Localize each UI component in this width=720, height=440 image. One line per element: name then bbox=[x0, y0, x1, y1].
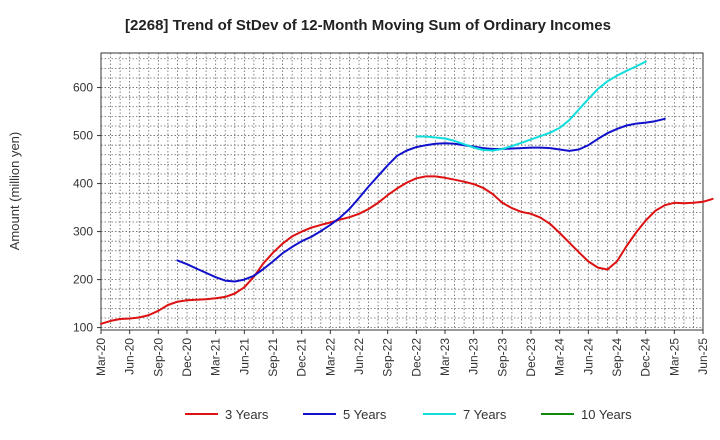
x-tick-label: Mar-23 bbox=[438, 338, 452, 376]
x-tick-label: Mar-20 bbox=[94, 338, 108, 376]
series-line-5-years bbox=[176, 117, 666, 283]
x-tick-label: Dec-21 bbox=[295, 338, 309, 377]
x-tick-label: Jun-21 bbox=[237, 338, 251, 375]
x-tick-label: Dec-23 bbox=[524, 338, 538, 377]
legend-label-10-years: 10 Years bbox=[581, 407, 632, 422]
x-tick-label: Mar-22 bbox=[323, 338, 337, 376]
y-tick-label: 400 bbox=[73, 177, 93, 191]
plot-area: 100 200 300 400 500 600 Mar-20 Jun-20 Sep-20 Dec-… bbox=[73, 52, 714, 377]
y-tick-label: 300 bbox=[73, 225, 93, 239]
x-tick-label: Mar-25 bbox=[667, 338, 681, 376]
x-tick-label: Jun-22 bbox=[352, 338, 366, 375]
x-tick-label: Dec-22 bbox=[409, 338, 423, 377]
x-tick-label: Mar-24 bbox=[553, 338, 567, 376]
chart-title: [2268] Trend of StDev of 12-Month Moving… bbox=[125, 17, 611, 34]
legend-label-3-years: 3 Years bbox=[225, 407, 269, 422]
y-tick-label: 500 bbox=[73, 129, 93, 143]
legend: 3 Years 5 Years 7 Years 10 Years bbox=[185, 407, 632, 422]
x-tick-label: Jun-20 bbox=[123, 338, 137, 375]
legend-label-5-years: 5 Years bbox=[343, 407, 387, 422]
x-tick-label: Sep-21 bbox=[266, 338, 280, 377]
x-tick-label: Jun-23 bbox=[467, 338, 481, 375]
x-tick-label: Jun-25 bbox=[696, 338, 710, 375]
series-line-3-years bbox=[100, 175, 714, 325]
plot-background bbox=[101, 53, 703, 330]
y-tick-label: 200 bbox=[73, 273, 93, 287]
y-axis-label: Amount (million yen) bbox=[7, 132, 22, 251]
x-tick-label: Dec-20 bbox=[180, 338, 194, 377]
x-tick-label: Dec-24 bbox=[639, 338, 653, 377]
x-tick-label: Sep-20 bbox=[151, 338, 165, 377]
legend-label-7-years: 7 Years bbox=[463, 407, 507, 422]
x-tick-label: Sep-23 bbox=[495, 338, 509, 377]
plot-frame bbox=[100, 52, 704, 331]
x-tick-label: Jun-24 bbox=[581, 338, 595, 375]
y-tick-label: 600 bbox=[73, 81, 93, 95]
x-tick-label: Mar-21 bbox=[209, 338, 223, 376]
series-line-7-years bbox=[415, 60, 647, 152]
x-tick-label: Sep-22 bbox=[381, 338, 395, 377]
x-tick-label: Sep-24 bbox=[610, 338, 624, 377]
y-tick-label: 100 bbox=[73, 321, 93, 335]
